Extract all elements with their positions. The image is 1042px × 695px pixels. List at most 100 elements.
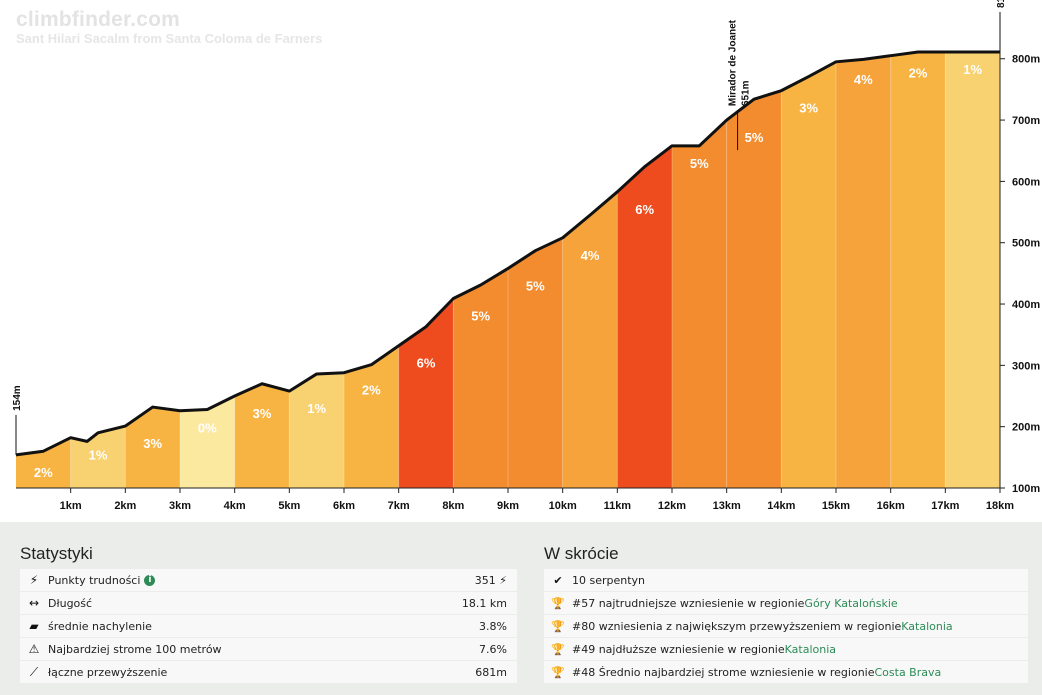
grade-label: 5%: [471, 309, 490, 324]
grade-label: 5%: [690, 156, 709, 171]
x-tick-label: 4km: [224, 500, 246, 512]
x-tick-label: 15km: [822, 500, 850, 512]
trophy-icon: 🏆: [551, 619, 565, 633]
grade-segment: [16, 52, 71, 488]
ruler-icon: ▰: [29, 619, 39, 633]
stat-row: ⚠ Najbardziej strome 100 metrów 7.6%: [20, 638, 517, 660]
stat-label: łączne przewyższenie: [48, 665, 168, 679]
region-link[interactable]: Góry Katalońskie: [804, 596, 898, 610]
trophy-icon: 🏆: [551, 596, 565, 610]
stats-section: Statystyki ⚡ Punkty trudności i 351 ⚡ ↔ Długo…: [0, 522, 1042, 695]
grade-label: 2%: [909, 66, 928, 81]
x-tick-label: 7km: [388, 500, 410, 512]
stats-title: Statystyki: [20, 544, 93, 563]
grade-label: 2%: [362, 383, 381, 398]
summary-text: #57 najtrudniejsze wzniesienie w regioni…: [572, 596, 805, 610]
y-tick-label: 400m: [1012, 299, 1040, 311]
warning-icon: ⚠: [28, 642, 40, 656]
y-tick-label: 100m: [1012, 483, 1040, 495]
grade-label: 1%: [89, 448, 108, 463]
y-tick-label: 700m: [1012, 115, 1040, 127]
elevation-chart: 2% 1% 3% 0% 3% 1% 2% 6% 5% 5% 4% 6% 5% 5% 3% 4% 2% 1% 1km 2…: [12, 0, 1040, 512]
x-tick-label: 17km: [931, 500, 959, 512]
grade-label: 4%: [581, 248, 600, 263]
grade-segment: [617, 52, 672, 488]
y-tick-label: 500m: [1012, 238, 1040, 250]
annotation-sublabel: 651m: [741, 80, 752, 106]
grade-label: 4%: [854, 72, 873, 87]
x-tick-label: 16km: [877, 500, 905, 512]
summary-text: #49 najdłuższe wzniesienie w regionie: [572, 642, 785, 656]
region-link[interactable]: Katalonia: [901, 619, 953, 633]
x-tick-label: 1km: [60, 500, 82, 512]
grade-label: 6%: [635, 202, 654, 217]
summary-text: 10 serpentyn: [572, 573, 646, 587]
x-tick-label: 10km: [549, 500, 577, 512]
check-icon: ✔: [553, 573, 563, 587]
grade-label: 2%: [34, 465, 53, 480]
grade-label: 5%: [745, 130, 764, 145]
profile-svg: 2% 1% 3% 0% 3% 1% 2% 6% 5% 5% 4% 6% 5% 5% 3% 4% 2% 1% 1km 2…: [12, 0, 1040, 512]
summary-title: W skrócie: [544, 544, 619, 563]
x-tick-label: 18km: [986, 500, 1014, 512]
region-link[interactable]: Katalonia: [784, 642, 836, 656]
grade-label: 1%: [963, 62, 982, 77]
grade-segment: [70, 52, 126, 488]
y-tick-label: 300m: [1012, 360, 1040, 372]
stat-row: ↔ Długość 18.1 km: [20, 592, 517, 614]
grade-segment: [180, 52, 235, 488]
x-tick-label: 13km: [713, 500, 741, 512]
stat-value: 7.6%: [479, 642, 507, 656]
stat-label: Punkty trudności: [48, 573, 141, 587]
grade-label: 6%: [417, 356, 436, 371]
stat-value: 3.8%: [479, 619, 507, 633]
grade-segment: [508, 52, 563, 488]
grade-segment: [726, 52, 782, 488]
grade-label: 1%: [307, 401, 326, 416]
grade-segment: [672, 52, 727, 488]
stat-row: ▰ średnie nachylenie 3.8%: [20, 615, 517, 637]
grade-label: 0%: [198, 421, 217, 436]
stat-value: 18.1 km: [461, 596, 507, 610]
annotation-label: Mirador de Joanet: [728, 19, 739, 106]
brand-logo[interactable]: climbfinder.com: [16, 8, 181, 31]
annotation-label: 154m: [12, 385, 23, 411]
stat-value: 681m: [475, 665, 507, 679]
bolt-icon: ⚡: [29, 573, 39, 587]
summary-row: 🏆 #48 Średnio najbardziej strome wzniesie…: [544, 661, 1028, 683]
summary-row: 🏆 #49 najdłuższe wzniesienie w regionie K…: [544, 638, 1028, 660]
x-tick-label: 14km: [767, 500, 795, 512]
grade-segment: [781, 52, 836, 488]
stats-list: ⚡ Punkty trudności i 351 ⚡ ↔ Długość 18.1 km ▰ ś…: [20, 569, 517, 684]
summary-list: ✔ 10 serpentyn 🏆 #57 najtrudniejsze wzniesi…: [544, 569, 1028, 684]
stat-label: Długość: [48, 596, 93, 610]
summary-row: 🏆 #57 najtrudniejsze wzniesienie w region…: [544, 592, 1028, 614]
summary-text: #48 Średnio najbardziej strome wzniesien…: [572, 665, 875, 679]
x-tick-label: 9km: [497, 500, 519, 512]
grade-label: 3%: [253, 406, 272, 421]
annotation-label: 811m: [996, 0, 1007, 8]
grade-label: 3%: [143, 436, 162, 451]
stat-row: ⚡ Punkty trudności i 351 ⚡: [20, 569, 517, 591]
grade-label: 3%: [799, 101, 818, 116]
chart-icon: ⟋: [29, 664, 39, 679]
x-tick-label: 2km: [114, 500, 136, 512]
arrows-icon: ↔: [28, 596, 40, 610]
x-tick-label: 5km: [278, 500, 300, 512]
x-tick-label: 12km: [658, 500, 686, 512]
grade-segment: [836, 52, 891, 488]
x-tick-label: 3km: [169, 500, 191, 512]
grade-segment: [453, 52, 508, 488]
grade-segment: [945, 52, 1000, 488]
summary-row: ✔ 10 serpentyn: [544, 569, 1028, 591]
grade-segment: [125, 52, 180, 488]
region-link[interactable]: Costa Brava: [874, 665, 942, 679]
grade-segment: [890, 52, 946, 488]
y-tick-label: 200m: [1012, 422, 1040, 434]
trophy-icon: 🏆: [551, 642, 565, 656]
stat-row: ⟋ łączne przewyższenie 681m: [20, 661, 517, 683]
y-tick-label: 600m: [1012, 176, 1040, 188]
x-tick-label: 11km: [604, 500, 632, 512]
summary-text: #80 wzniesienia z największym przewyższe…: [572, 619, 902, 633]
info-icon[interactable]: i: [144, 574, 156, 586]
